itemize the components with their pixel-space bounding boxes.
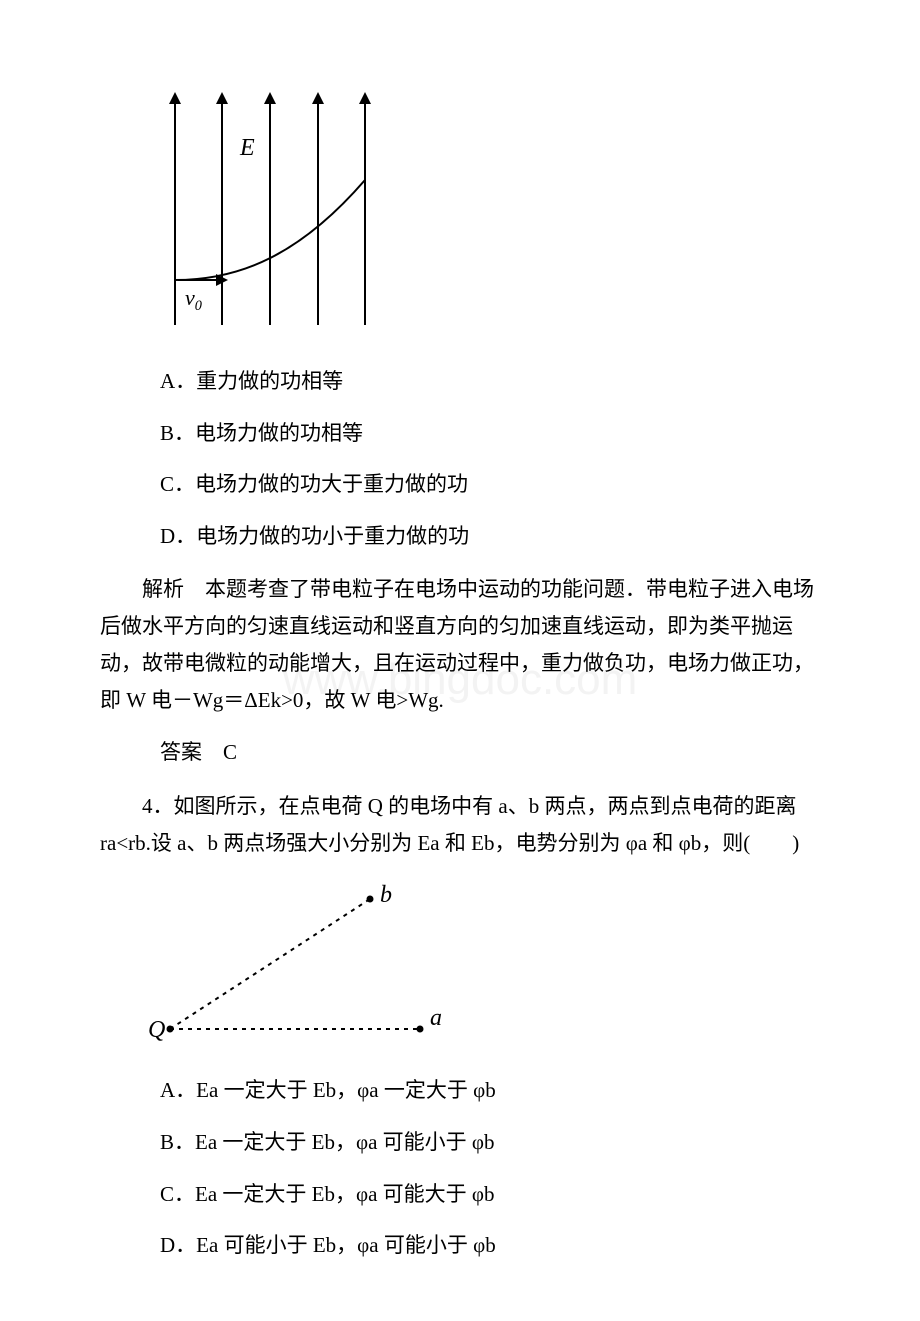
q4-option-d: D．Ea 可能小于 Eb，φa 可能小于 φb [160,1229,820,1263]
q3-answer: 答案 C [160,736,820,770]
q3-explanation: 解析 本题考查了带电粒子在电场中运动的功能问题．带电粒子进入电场后做水平方向的匀… [100,571,820,718]
q4-option-b: B．Ea 一定大于 Eb，φa 可能小于 φb [160,1126,820,1160]
q3-option-a: A．重力做的功相等 [160,365,820,399]
q3-option-d: D．电场力做的功小于重力做的功 [160,520,820,554]
q4-option-c: C．Ea 一定大于 Eb，φa 可能大于 φb [160,1178,820,1212]
q4-option-a: A．Ea 一定大于 Eb，φa 一定大于 φb [160,1074,820,1108]
svg-text:Q: Q [148,1017,165,1043]
svg-text:E: E [239,135,255,161]
figure-2-container: Qa b [140,879,820,1054]
figure-2-svg: Qa b [140,879,450,1054]
svg-text:b: b [380,882,392,908]
svg-text:a: a [430,1005,442,1031]
figure-1-svg: Ev0 [140,80,385,345]
figure-1-container: Ev0 [140,80,820,345]
svg-text:v0: v0 [185,285,202,314]
q3-option-b: B．电场力做的功相等 [160,417,820,451]
q3-option-c: C．电场力做的功大于重力做的功 [160,468,820,502]
q4-stem: 4．如图所示，在点电荷 Q 的电场中有 a、b 两点，两点到点电荷的距离 ra<… [100,788,820,862]
